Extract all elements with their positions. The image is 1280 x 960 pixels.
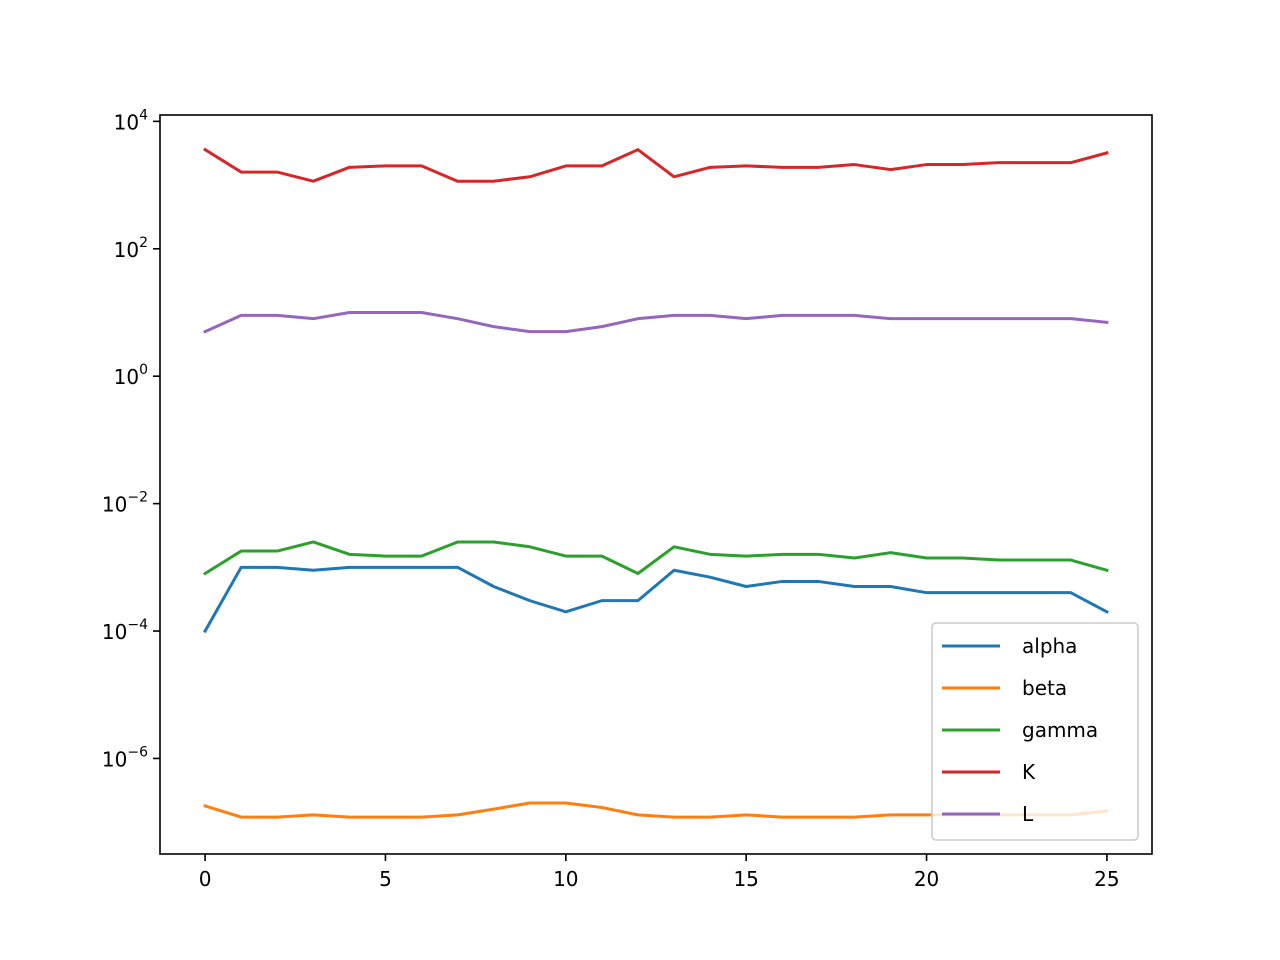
legend-label-gamma: gamma	[1022, 718, 1098, 742]
y-tick-label: 10−6	[102, 744, 148, 771]
legend-label-l: L	[1022, 802, 1034, 826]
series-line-gamma	[203, 540, 1109, 576]
legend-label-beta: beta	[1022, 676, 1067, 700]
legend-label-alpha: alpha	[1022, 634, 1077, 658]
legend: alpha beta gamma KL	[931, 622, 1139, 841]
y-axis: 10−6 10−4 10−2 100 102 104	[102, 107, 160, 771]
x-tick-label: 20	[914, 867, 939, 891]
x-tick-label: 15	[733, 867, 758, 891]
series-layer	[203, 147, 1109, 819]
legend-box	[931, 622, 1139, 841]
y-tick-label: 102	[114, 235, 148, 262]
x-tick-label: 5	[379, 867, 392, 891]
x-tick-label: 25	[1094, 867, 1119, 891]
series-line-alpha	[203, 565, 1109, 634]
y-tick-label: 104	[114, 107, 148, 134]
legend-label-k: K	[1022, 760, 1036, 784]
x-axis: 0 5 10 15 20 25	[199, 854, 1120, 891]
y-tick-label: 100	[114, 362, 148, 389]
y-tick-label: 10−4	[102, 617, 148, 644]
series-line-l	[203, 310, 1109, 334]
x-tick-label: 0	[199, 867, 212, 891]
x-tick-label: 10	[553, 867, 578, 891]
y-tick-label: 10−2	[102, 490, 148, 517]
plot-frame	[159, 114, 1153, 855]
series-line-k	[203, 147, 1109, 183]
